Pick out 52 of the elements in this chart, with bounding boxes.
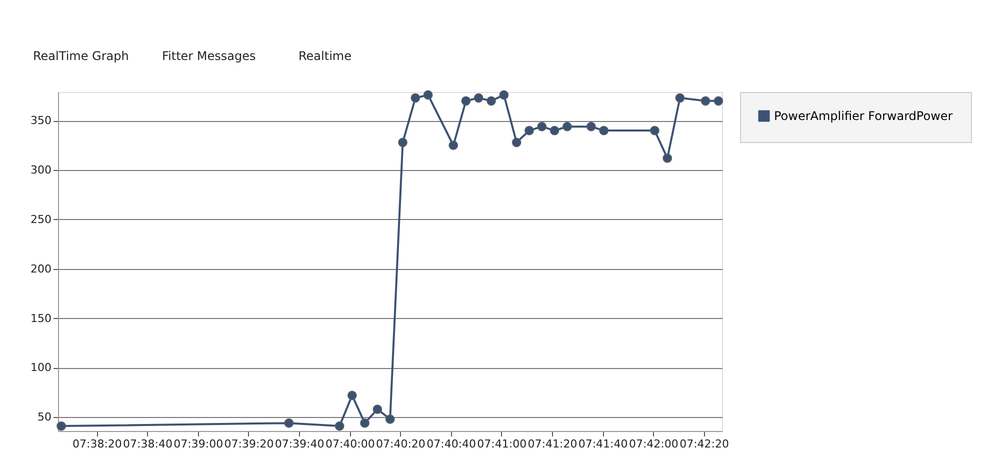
point xyxy=(461,96,471,106)
point xyxy=(550,126,560,136)
point xyxy=(562,122,572,132)
x-tick-label: 07:42:20 xyxy=(680,438,729,450)
y-tick-label: 50 xyxy=(38,410,52,424)
point xyxy=(599,126,608,136)
point xyxy=(423,90,433,100)
x-tick-label: 07:39:20 xyxy=(224,438,274,450)
x-tick-label: 07:38:40 xyxy=(123,438,172,450)
y-tick-label: 300 xyxy=(30,164,52,177)
point xyxy=(372,404,382,414)
point xyxy=(360,418,370,428)
point xyxy=(586,122,596,132)
text: RealTime Graph xyxy=(33,49,129,63)
x-tick-label: 07:38:20 xyxy=(72,438,122,450)
point xyxy=(650,126,660,136)
x-tick-label: 07:40:40 xyxy=(426,438,476,450)
point xyxy=(284,418,294,428)
text: Fitter Messages xyxy=(162,49,256,63)
x-tick-label: 07:41:00 xyxy=(477,438,527,450)
point xyxy=(334,421,344,431)
point xyxy=(448,140,458,150)
point xyxy=(524,126,534,136)
point xyxy=(474,93,484,103)
point xyxy=(347,390,357,400)
point xyxy=(398,138,408,148)
point xyxy=(499,90,509,100)
point xyxy=(675,93,685,103)
x-tick-label: 07:40:20 xyxy=(376,438,426,450)
y-tick-label: 350 xyxy=(30,114,52,128)
y-tick-label: 250 xyxy=(30,212,52,226)
x-tick-label: 07:39:40 xyxy=(274,438,324,450)
x-tick-label: 07:41:40 xyxy=(578,438,628,450)
y-tick-label: 200 xyxy=(30,262,52,276)
point xyxy=(700,96,710,106)
point xyxy=(486,96,496,106)
x-tick-label: 07:41:20 xyxy=(528,438,578,450)
point xyxy=(714,96,724,106)
line-series xyxy=(56,90,724,431)
text: Realtime xyxy=(298,49,352,63)
y-tick-label: 100 xyxy=(30,361,52,374)
legend-label: PowerAmplifier ForwardPower xyxy=(774,109,953,123)
x-tick-label: 07:39:00 xyxy=(174,438,224,450)
point xyxy=(385,414,395,424)
x-tick-label: 07:40:00 xyxy=(325,438,375,450)
point xyxy=(512,138,522,148)
point xyxy=(410,93,420,103)
point xyxy=(537,122,547,132)
y-tick-label: 150 xyxy=(30,312,52,325)
point xyxy=(56,421,66,431)
x-tick-label: 07:42:00 xyxy=(628,438,678,450)
point xyxy=(662,154,672,163)
